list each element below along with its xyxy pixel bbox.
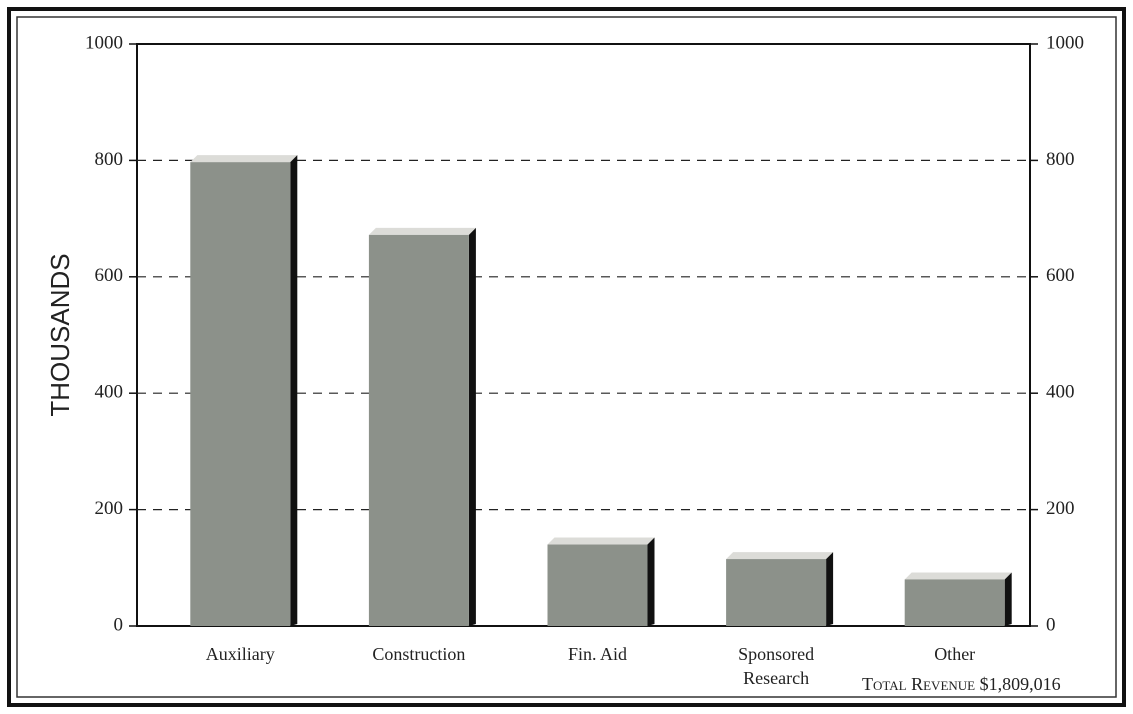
- bar-side: [826, 552, 834, 626]
- bar-top: [368, 227, 476, 235]
- x-tick-label: Construction: [372, 644, 466, 664]
- bar: [726, 559, 827, 626]
- x-tick-label: Other: [934, 644, 976, 664]
- y2-tick-label: 0: [1046, 614, 1056, 635]
- bar-side: [290, 155, 298, 626]
- bar-top: [904, 572, 1012, 580]
- y-tick-label: 400: [95, 382, 124, 403]
- x-tick-label: Sponsored Research: [738, 644, 815, 688]
- annotation: Total Revenue $1,809,016: [862, 674, 1061, 694]
- bar-side: [1004, 572, 1012, 626]
- y-tick-label: 1000: [85, 32, 123, 53]
- y2-tick-label: 600: [1046, 265, 1075, 286]
- bar-top: [726, 552, 834, 560]
- x-tick-label: Fin. Aid: [567, 644, 628, 664]
- bar-top: [190, 155, 298, 163]
- x-tick-label: Auxiliary: [205, 644, 275, 664]
- inner-frame: [16, 16, 1117, 698]
- y-tick-label: 200: [95, 498, 124, 519]
- y2-tick-label: 800: [1046, 149, 1075, 170]
- y2-tick-label: 1000: [1046, 32, 1084, 53]
- bar: [190, 162, 291, 626]
- y-axis-label: THOUSANDS: [45, 253, 75, 416]
- y-tick-label: 0: [114, 614, 124, 635]
- bar-top: [547, 537, 655, 545]
- y-tick-label: 600: [95, 265, 124, 286]
- bar: [904, 579, 1005, 626]
- bar-side: [647, 537, 655, 626]
- bar-side: [468, 227, 476, 626]
- bar: [547, 544, 648, 626]
- y-tick-label: 800: [95, 149, 124, 170]
- outer-frame: [7, 7, 1126, 707]
- y2-tick-label: 200: [1046, 498, 1075, 519]
- bar: [368, 234, 469, 626]
- y2-tick-label: 400: [1046, 382, 1075, 403]
